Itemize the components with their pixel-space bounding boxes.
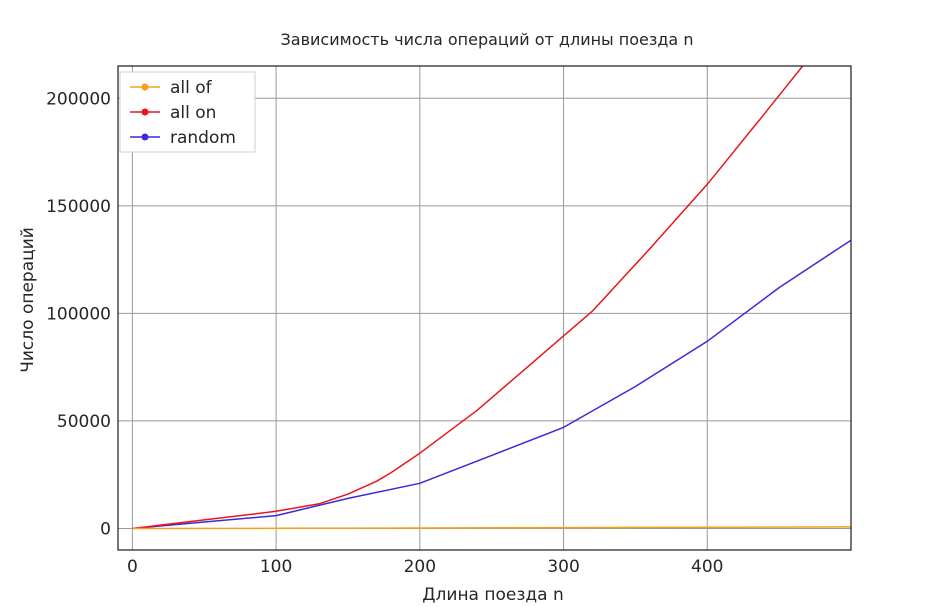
y-tick-label: 100000 xyxy=(46,304,111,324)
y-tick-label: 200000 xyxy=(46,89,111,109)
series-line-all-on xyxy=(132,66,804,530)
y-tick-labels: 0 50000 100000 150000 200000 xyxy=(46,89,111,539)
legend-marker xyxy=(141,83,149,91)
x-tick-label: 100 xyxy=(260,557,292,577)
x-tick-label: 400 xyxy=(691,557,723,577)
y-axis-title: Число операций xyxy=(18,227,38,373)
x-tick-label: 300 xyxy=(547,557,579,577)
y-tick-label: 0 xyxy=(100,519,111,539)
legend-label: random xyxy=(170,128,236,148)
series-line-random xyxy=(132,239,851,530)
legend-label: all on xyxy=(170,103,216,123)
x-tick-label: 200 xyxy=(404,557,436,577)
legend-marker xyxy=(141,108,149,116)
legend-marker xyxy=(141,133,149,141)
x-tick-labels: 0 100 200 300 400 xyxy=(127,557,724,577)
legend: all of all on random xyxy=(119,71,256,153)
legend-label: all of xyxy=(170,78,213,98)
y-tick-label: 50000 xyxy=(57,412,111,432)
x-axis-title: Длина поезда n xyxy=(422,585,564,605)
x-tick-label: 0 xyxy=(127,557,138,577)
plot-frame xyxy=(117,65,852,551)
series-group xyxy=(132,66,851,530)
legend-item: all on xyxy=(130,103,216,123)
series-line-all-of xyxy=(132,526,851,530)
legend-item: random xyxy=(130,128,236,148)
legend-item: all of xyxy=(130,78,213,98)
y-tick-label: 150000 xyxy=(46,197,111,217)
chart-title: Зависимость числа операций от длины поез… xyxy=(281,30,694,49)
